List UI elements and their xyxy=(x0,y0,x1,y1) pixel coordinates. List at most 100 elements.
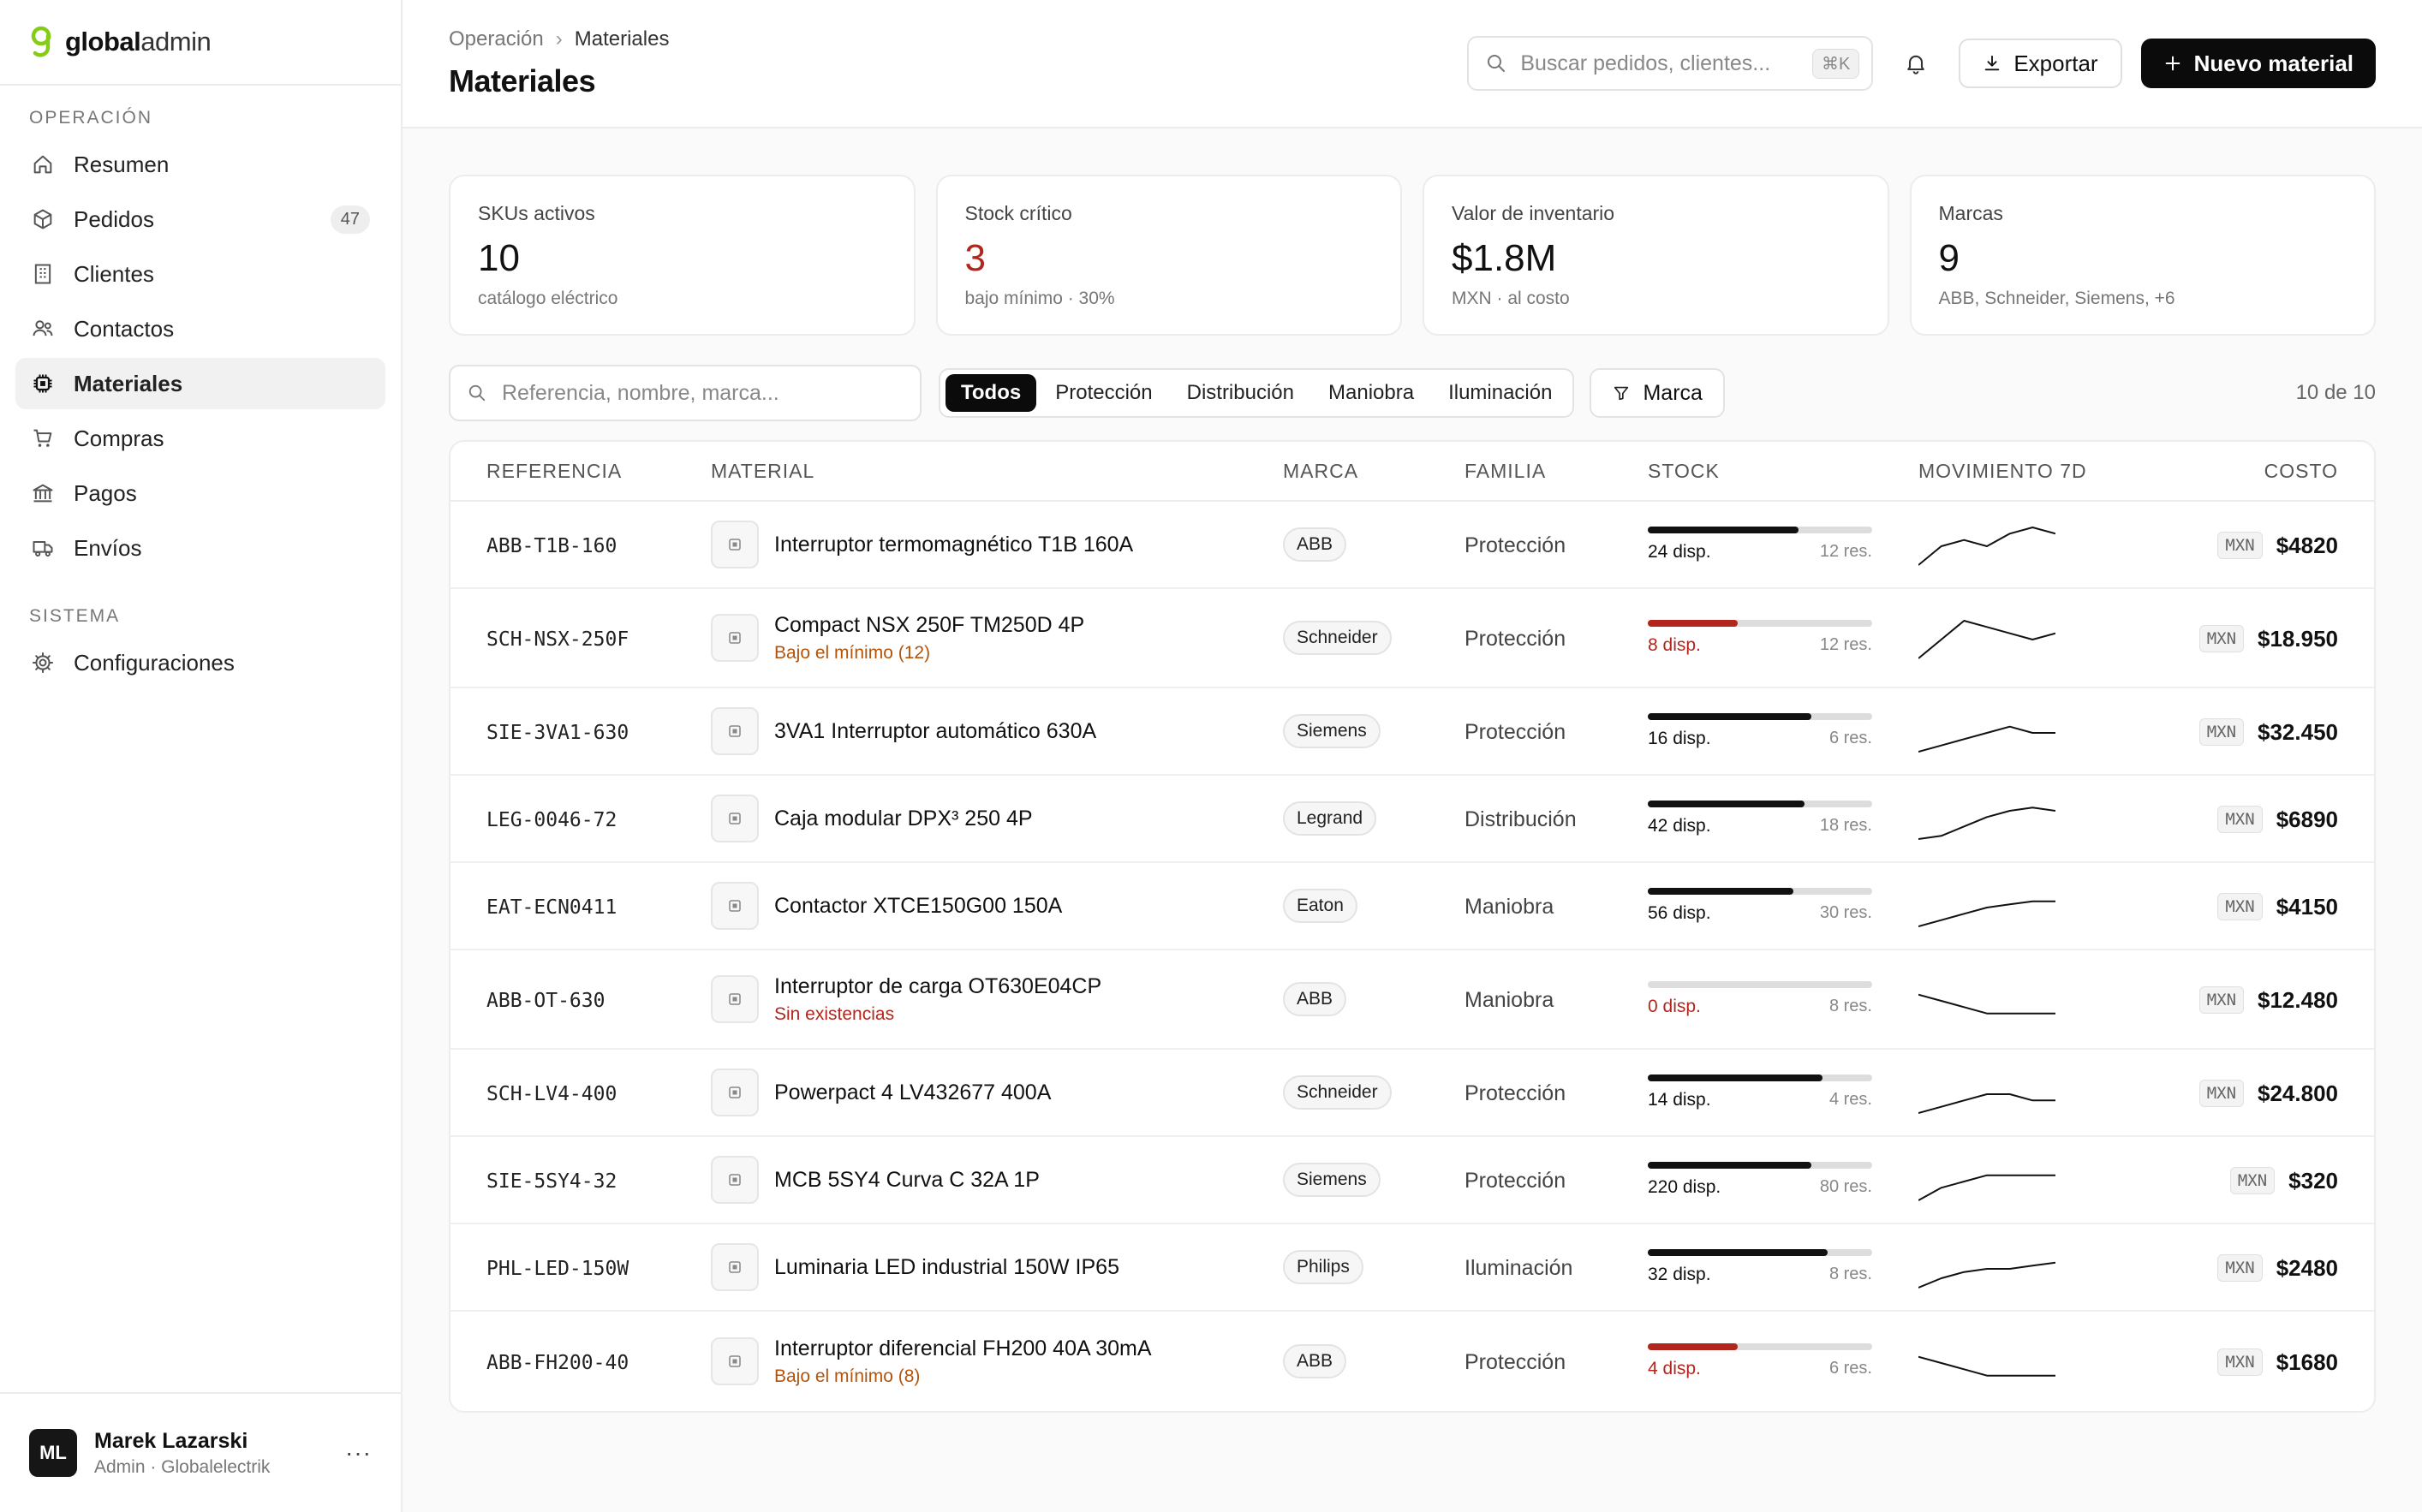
sidebar-item-materiales[interactable]: Materiales xyxy=(15,358,385,409)
stock-bar-fill xyxy=(1648,713,1812,720)
stock-text: 16 disp. 6 res. xyxy=(1648,729,1872,749)
material-cost: $32.450 xyxy=(2258,718,2338,745)
family-label: Distribución xyxy=(1465,807,1577,831)
sparkline-path xyxy=(1918,807,2055,840)
table-row[interactable]: ABB-FH200-40 Interruptor diferencial FH20… xyxy=(450,1312,2374,1411)
material-cell: Compact NSX 250F TM250D 4P Bajo el mínimo… xyxy=(711,613,1283,664)
table-row[interactable]: ABB-OT-630 Interruptor de carga OT630E04C… xyxy=(450,950,2374,1050)
stock-text: 24 disp. 12 res. xyxy=(1648,542,1872,563)
tab-proteccion[interactable]: Protección xyxy=(1055,381,1153,404)
stock-bar xyxy=(1648,1074,1872,1081)
sidebar-item-clientes[interactable]: Clientes xyxy=(15,248,385,300)
ref-cell: ABB-T1B-160 xyxy=(486,532,711,558)
column-header[interactable]: MOVIMIENTO 7D xyxy=(1918,459,2087,482)
kpi-label: Stock crítico xyxy=(964,202,1072,224)
stock-bar xyxy=(1648,888,1872,895)
notifications-bell-icon[interactable] xyxy=(1892,39,1940,87)
brand-filter-button[interactable]: Marca xyxy=(1590,368,1725,418)
sparkline-path xyxy=(1918,1355,2055,1377)
currency-badge: MXN xyxy=(2198,986,2245,1014)
stock-cell: 42 disp. 18 res. xyxy=(1648,801,1918,836)
sidebar-item-label: Clientes xyxy=(74,260,154,287)
table-row[interactable]: SIE-3VA1-630 3VA1 Interruptor automático … xyxy=(450,688,2374,776)
new-material-button[interactable]: Nuevo material xyxy=(2140,39,2376,88)
global-search-input[interactable]: Buscar pedidos, clientes... ⌘K xyxy=(1467,36,1874,91)
cost-cell: MXN $320 xyxy=(2124,1165,2338,1194)
table-row[interactable]: LEG-0046-72 Caja modular DPX³ 250 4P Legra… xyxy=(450,776,2374,863)
cost-value: MXN $32.450 xyxy=(2198,718,2338,746)
kpi-row: SKUs activos 10 catálogo eléctrico Stock cr… xyxy=(449,175,2376,336)
movement-sparkline xyxy=(1918,1261,2055,1289)
ref-cell: SIE-5SY4-32 xyxy=(486,1167,711,1194)
user-card[interactable]: ML Marek Lazarski Admin · Globalelectrik… xyxy=(0,1392,401,1512)
stock-bar xyxy=(1648,1343,1872,1350)
content: SKUs activos 10 catálogo eléctrico Stock cr… xyxy=(403,128,2422,1413)
sidebar-item-contactos[interactable]: Contactos xyxy=(15,303,385,354)
material-text: Interruptor diferencial FH200 40A 30mA Ba… xyxy=(774,1336,1152,1387)
material-text: Powerpact 4 LV432677 400A xyxy=(774,1080,1051,1105)
material-thumbnail xyxy=(711,1337,759,1385)
brand-logo[interactable]: globaladmin xyxy=(0,0,401,86)
currency-badge: MXN xyxy=(2198,718,2245,746)
column-header[interactable]: FAMILIA xyxy=(1465,459,1547,482)
kpi-value: 10 xyxy=(478,237,520,279)
chip-icon xyxy=(729,900,741,912)
material-reference: SIE-3VA1-630 xyxy=(486,721,629,744)
sidebar-item-envios[interactable]: Envíos xyxy=(15,522,385,574)
table-header: REFERENCIA MATERIAL MARCA FAMILIA STOCK MOVIM… xyxy=(450,442,2374,502)
tab-iluminacion[interactable]: Iluminación xyxy=(1448,381,1553,404)
column-header[interactable]: COSTO xyxy=(2264,459,2338,482)
table-row[interactable]: SCH-NSX-250F Compact NSX 250F TM250D 4P Ba… xyxy=(450,589,2374,688)
table-row[interactable]: SIE-5SY4-32 MCB 5SY4 Curva C 32A 1P Siemen… xyxy=(450,1137,2374,1224)
user-role: Admin · Globalelectrik xyxy=(94,1456,271,1477)
search-icon xyxy=(468,384,486,402)
sidebar-item-pedidos[interactable]: Pedidos 47 xyxy=(15,193,385,245)
material-text: Interruptor de carga OT630E04CP Sin exist… xyxy=(774,974,1101,1025)
column-header[interactable]: MATERIAL xyxy=(711,459,815,482)
tab-distribucion[interactable]: Distribución xyxy=(1186,381,1294,404)
family-label: Protección xyxy=(1465,1080,1566,1105)
table-row[interactable]: EAT-ECN0411 Contactor XTCE150G00 150A Eato… xyxy=(450,863,2374,950)
kpi-card: Valor de inventario $1.8M MXN · al costo xyxy=(1423,175,1889,336)
stock-warning: Bajo el mínimo (8) xyxy=(774,1366,921,1386)
stock-reserved: 8 res. xyxy=(1828,997,1872,1015)
chip-icon xyxy=(729,1086,741,1098)
cost-cell: MXN $1680 xyxy=(2124,1347,2338,1376)
brand-badge: ABB xyxy=(1283,982,1347,1016)
tab-todos[interactable]: Todos xyxy=(946,374,1037,412)
family-cell: Distribución xyxy=(1465,806,1648,832)
export-button[interactable]: Exportar xyxy=(1959,39,2122,88)
table-row[interactable]: PHL-LED-150W Luminaria LED industrial 150… xyxy=(450,1224,2374,1312)
tab-maniobra[interactable]: Maniobra xyxy=(1328,381,1415,404)
more-options-icon[interactable]: ··· xyxy=(345,1439,372,1466)
breadcrumb-parent[interactable]: Operación xyxy=(449,27,544,51)
table-row[interactable]: ABB-T1B-160 Interruptor termomagnético T1… xyxy=(450,502,2374,589)
cost-value: MXN $2480 xyxy=(2217,1254,2338,1282)
material-text: Compact NSX 250F TM250D 4P Bajo el mínimo… xyxy=(774,613,1084,664)
stock-text: 14 disp. 4 res. xyxy=(1648,1090,1872,1110)
material-name: Luminaria LED industrial 150W IP65 xyxy=(774,1254,1119,1279)
material-search-input[interactable]: Referencia, nombre, marca... xyxy=(449,365,922,421)
stock-reserved: 6 res. xyxy=(1828,729,1872,747)
sidebar-item-compras[interactable]: Compras xyxy=(15,413,385,464)
sparkline-path xyxy=(1918,1174,2055,1201)
cost-cell: MXN $12.480 xyxy=(2124,985,2338,1014)
truck-icon xyxy=(33,541,53,557)
breadcrumb: Operación › Materiales xyxy=(449,27,669,51)
sidebar-item-label: Pedidos xyxy=(74,205,154,232)
sidebar-item-configuraciones[interactable]: Configuraciones xyxy=(15,637,385,688)
movement-cell xyxy=(1918,882,2124,930)
table-row[interactable]: SCH-LV4-400 Powerpact 4 LV432677 400A Schn… xyxy=(450,1050,2374,1137)
family-label: Protección xyxy=(1465,1349,1566,1374)
material-cost: $6890 xyxy=(2276,806,2338,832)
stock-bar xyxy=(1648,981,1872,988)
movement-cell xyxy=(1918,707,2124,755)
column-header[interactable]: STOCK xyxy=(1648,459,1720,482)
sidebar-item-pagos[interactable]: Pagos xyxy=(15,467,385,519)
column-header[interactable]: REFERENCIA xyxy=(486,459,623,482)
material-thumbnail xyxy=(711,1069,759,1116)
kpi-value: $1.8M xyxy=(1452,237,1557,279)
sidebar-item-resumen[interactable]: Resumen xyxy=(15,139,385,190)
column-header[interactable]: MARCA xyxy=(1283,459,1359,482)
chip-icon xyxy=(729,1261,741,1273)
